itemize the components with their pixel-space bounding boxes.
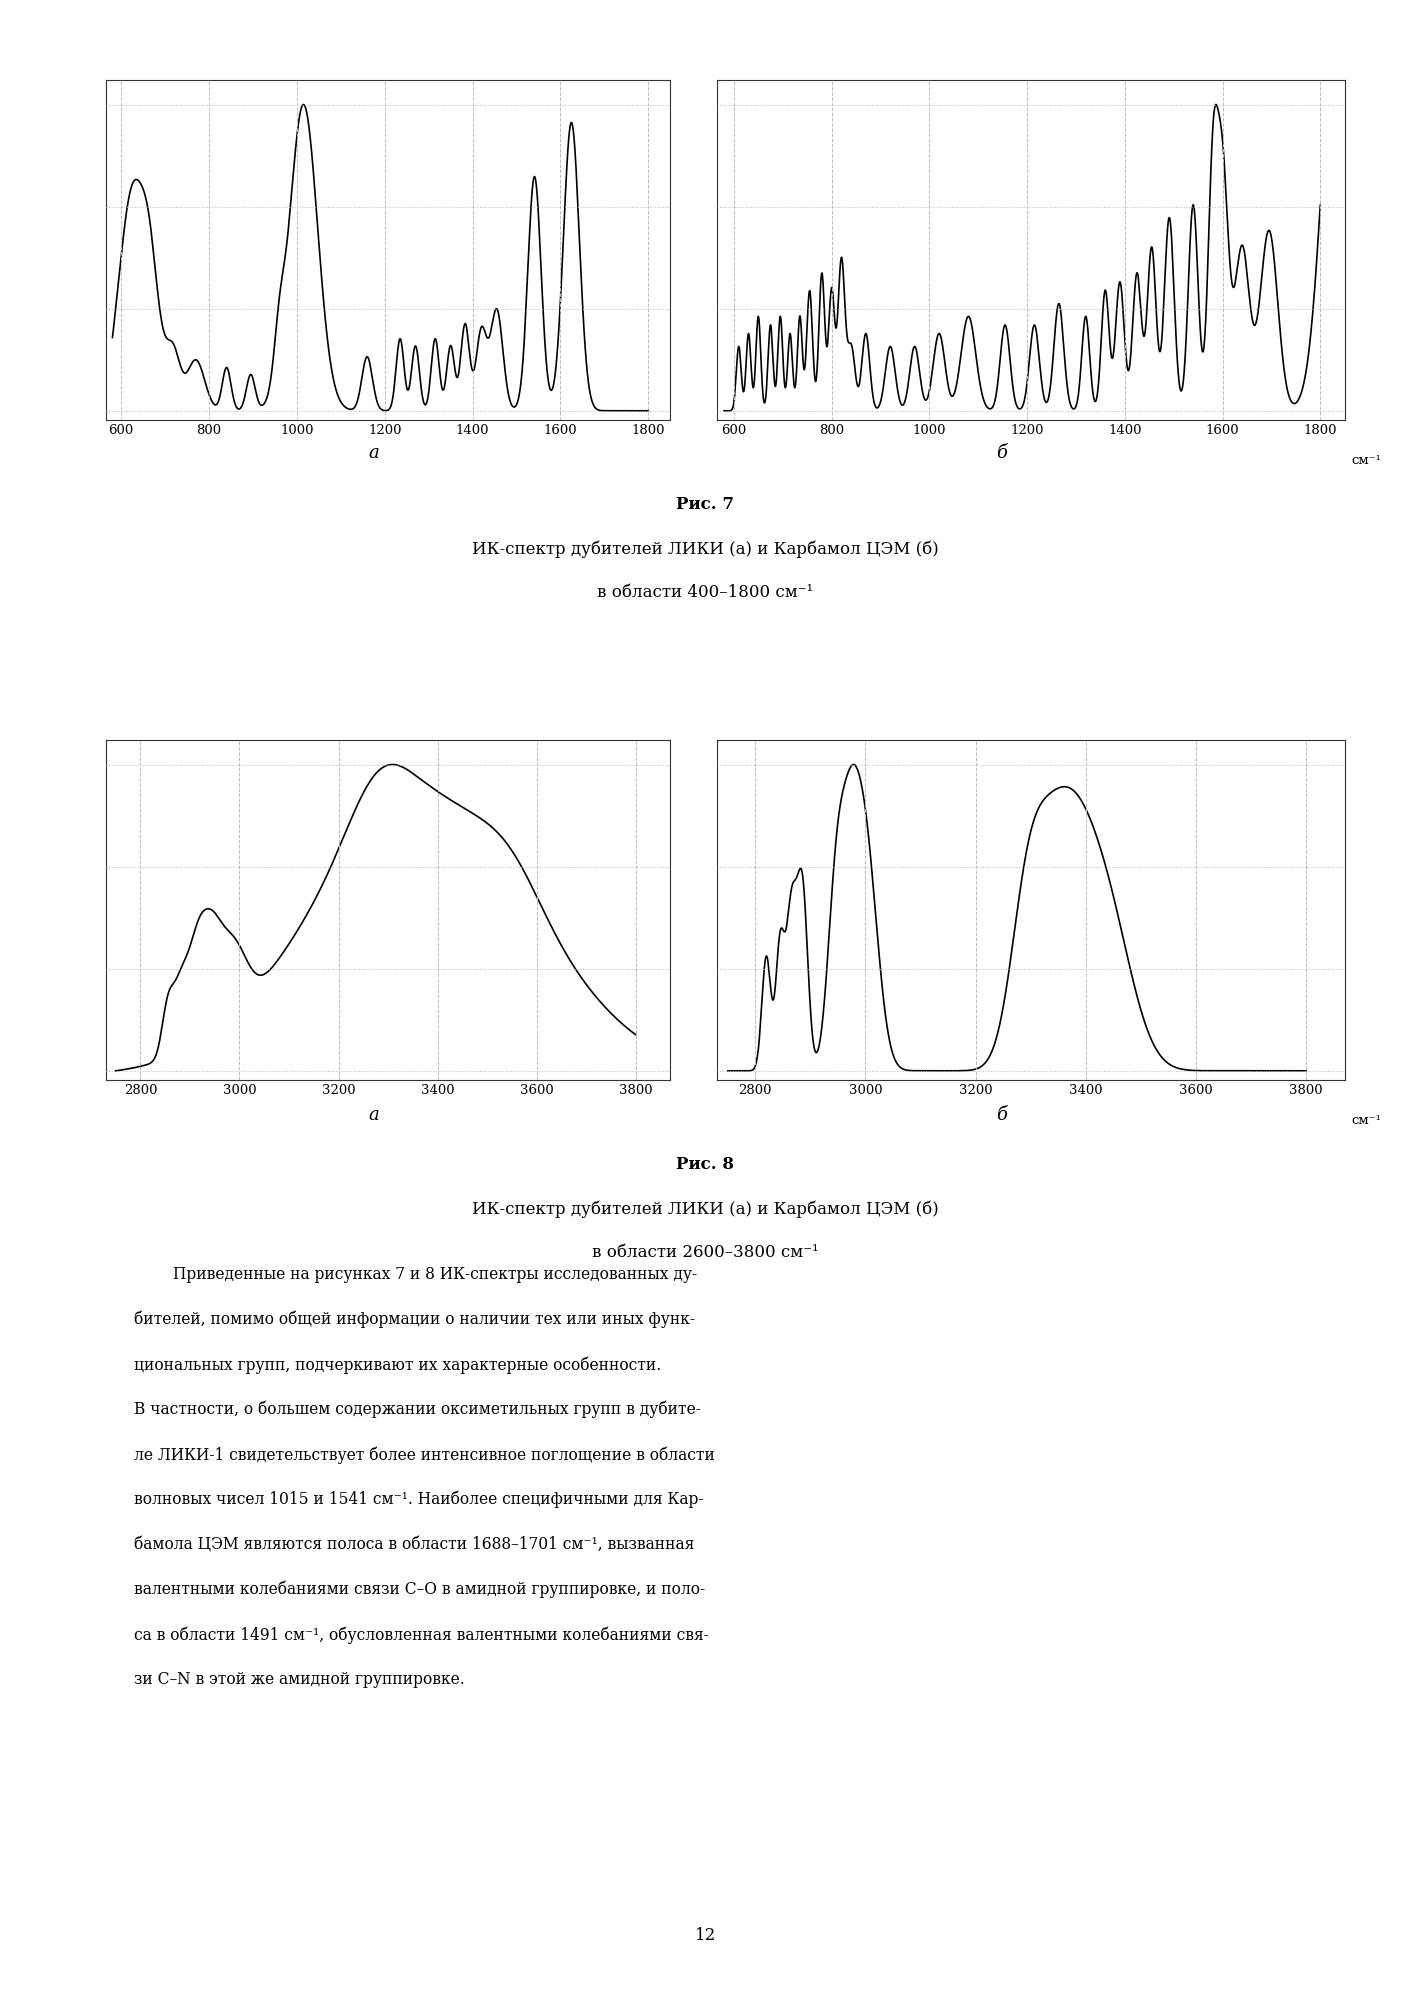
Text: а: а	[368, 444, 380, 462]
Text: ле ЛИКИ-1 свидетельствует более интенсивное поглощение в области: ле ЛИКИ-1 свидетельствует более интенсив…	[134, 1446, 715, 1464]
Text: см⁻¹: см⁻¹	[1350, 1114, 1381, 1128]
Text: В частности, о большем содержании оксиметильных групп в дубите-: В частности, о большем содержании оксиме…	[134, 1400, 701, 1418]
Text: валентными колебаниями связи С–О в амидной группировке, и поло-: валентными колебаниями связи С–О в амидн…	[134, 1580, 706, 1598]
Text: а: а	[368, 1106, 380, 1124]
Text: б: б	[996, 444, 1007, 462]
Text: бителей, помимо общей информации о наличии тех или иных функ-: бителей, помимо общей информации о налич…	[134, 1312, 696, 1328]
Text: циональных групп, подчеркивают их характерные особенности.: циональных групп, подчеркивают их характ…	[134, 1356, 662, 1374]
Text: волновых чисел 1015 и 1541 см⁻¹. Наиболее специфичными для Кар-: волновых чисел 1015 и 1541 см⁻¹. Наиболе…	[134, 1492, 704, 1508]
Text: са в области 1491 см⁻¹, обусловленная валентными колебаниями свя-: са в области 1491 см⁻¹, обусловленная ва…	[134, 1626, 708, 1644]
Text: Рис. 7: Рис. 7	[676, 496, 735, 512]
Text: ИК-спектр дубителей ЛИКИ (а) и Карбамол ЦЭМ (б): ИК-спектр дубителей ЛИКИ (а) и Карбамол …	[473, 1200, 938, 1218]
Text: б: б	[996, 1106, 1007, 1124]
Text: Рис. 8: Рис. 8	[676, 1156, 735, 1172]
Text: ИК-спектр дубителей ЛИКИ (а) и Карбамол ЦЭМ (б): ИК-спектр дубителей ЛИКИ (а) и Карбамол …	[473, 540, 938, 558]
Text: в области 2600–3800 см⁻¹: в области 2600–3800 см⁻¹	[593, 1244, 818, 1262]
Text: зи С–N в этой же амидной группировке.: зи С–N в этой же амидной группировке.	[134, 1672, 464, 1688]
Text: в области 400–1800 см⁻¹: в области 400–1800 см⁻¹	[597, 584, 814, 600]
Text: Приведенные на рисунках 7 и 8 ИК-спектры исследованных ду-: Приведенные на рисунках 7 и 8 ИК-спектры…	[134, 1266, 697, 1284]
Text: бамола ЦЭМ являются полоса в области 1688–1701 см⁻¹, вызванная: бамола ЦЭМ являются полоса в области 168…	[134, 1536, 694, 1552]
Text: см⁻¹: см⁻¹	[1350, 454, 1381, 466]
Text: 12: 12	[694, 1928, 717, 1944]
